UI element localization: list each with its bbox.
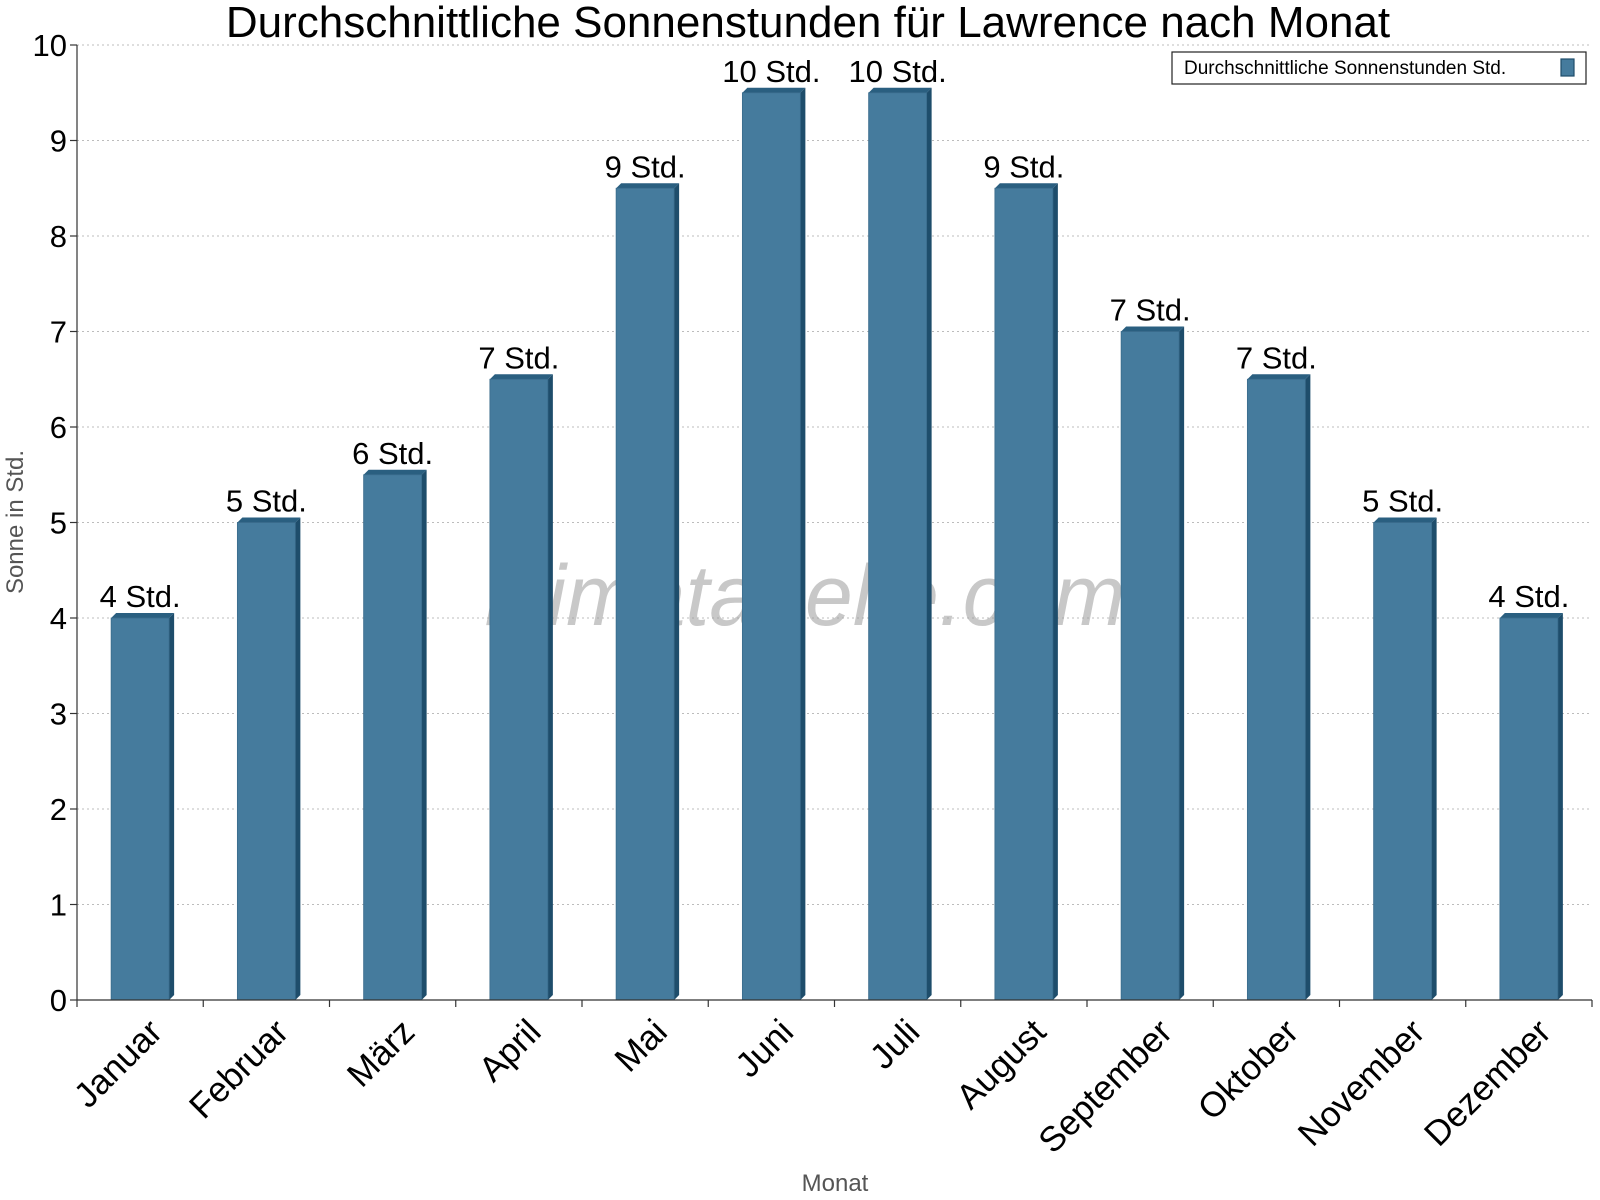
bar [1373,522,1433,1001]
bar-side [169,613,175,1000]
x-tick-label: November [1291,1012,1433,1154]
legend-box [1171,51,1587,85]
bar-side [800,87,806,1000]
y-tick-label: 7 [50,315,67,350]
bar-top [742,87,806,93]
bar-value-label: 10 Std. [849,54,947,89]
gridlines [77,44,1592,905]
bar-side [1431,517,1437,1000]
bar-value-label: 6 Std. [352,436,433,471]
y-tick-label: 5 [50,506,67,541]
bar [489,378,549,1001]
y-tick-label: 0 [50,983,67,1018]
bar [363,474,423,1001]
y-tick-label: 8 [50,219,67,254]
bar-value-label: 4 Std. [100,579,181,614]
bar-value-label: 7 Std. [478,340,559,375]
bar [994,187,1054,1001]
bar [868,92,928,1001]
x-tick-label: August [949,1012,1054,1117]
bar-top [237,517,301,523]
bar-side [1557,613,1563,1000]
y-axis-ticks: 0 1 2 3 4 5 6 7 8 9 10 [33,28,77,1018]
bar [615,187,675,1001]
x-tick-label: Dezember [1417,1012,1559,1154]
chart-title: Durchschnittliche Sonnenstunden für Lawr… [226,0,1390,47]
bar-top [489,374,553,380]
bar-side [421,469,427,1000]
bar [1499,617,1559,1001]
y-tick-label: 10 [33,28,67,63]
y-tick-label: 1 [50,888,67,923]
x-tick-label: April [471,1012,548,1089]
y-tick-label: 2 [50,792,67,827]
y-tick-label: 9 [50,124,67,159]
bar-top [111,613,175,618]
y-tick-label: 6 [50,410,67,445]
bar-side [1179,326,1185,1000]
bar-top [994,183,1058,189]
bar-value-labels: 4 Std. 5 Std. 6 Std. 7 Std. 9 Std. 10 Std. 10 … [100,54,1570,614]
bar-top [1247,374,1311,380]
bar-value-label: 9 Std. [605,149,686,184]
bar [110,617,170,1001]
x-tick-label: Juli [863,1012,928,1077]
x-tick-label: März [340,1012,423,1095]
x-axis-ticks: Januar Februar März April Mai Juni Juli AugustS… [67,1000,1593,1161]
bar-side [926,87,932,1000]
x-tick-label: Mai [607,1012,674,1079]
bar-side [295,517,301,1000]
bar-value-label: 5 Std. [226,484,307,519]
bar-top [1499,613,1563,618]
bar-value-label: 7 Std. [1110,293,1191,328]
y-tick-label: 3 [50,697,67,732]
bar-top [616,183,680,189]
legend: Durchschnittliche Sonnenstunden Std. [1171,51,1587,85]
bar [236,522,296,1001]
bar [1120,331,1180,1001]
legend-swatch [1560,58,1575,77]
x-tick-label: September [1031,1012,1180,1161]
bar-top [868,87,932,93]
bar-value-label: 4 Std. [1488,579,1569,614]
bar-side [547,374,553,1000]
bar-side [1305,374,1311,1000]
bar-value-label: 7 Std. [1236,340,1317,375]
bar-value-label: 10 Std. [722,54,820,89]
bar-top [363,469,427,475]
x-tick-label: Juni [728,1012,801,1085]
bar-top [1373,517,1437,523]
bar-top [1121,326,1185,332]
x-axis-title: Monat [802,1170,869,1197]
x-tick-label: Februar [182,1012,296,1126]
legend-label: Durchschnittliche Sonnenstunden Std. [1184,58,1506,79]
bars [110,87,1563,1001]
bar-side [1052,183,1058,1000]
x-tick-label: Oktober [1190,1012,1306,1128]
bar-side [674,183,680,1000]
y-tick-label: 4 [50,601,67,636]
bar [741,92,801,1001]
bar [1246,378,1306,1001]
x-tick-label: Januar [67,1012,170,1115]
bar-value-label: 5 Std. [1362,484,1443,519]
y-axis-title: Sonne in Std. [2,450,29,594]
bar-value-label: 9 Std. [983,149,1064,184]
axes [76,45,1592,1001]
